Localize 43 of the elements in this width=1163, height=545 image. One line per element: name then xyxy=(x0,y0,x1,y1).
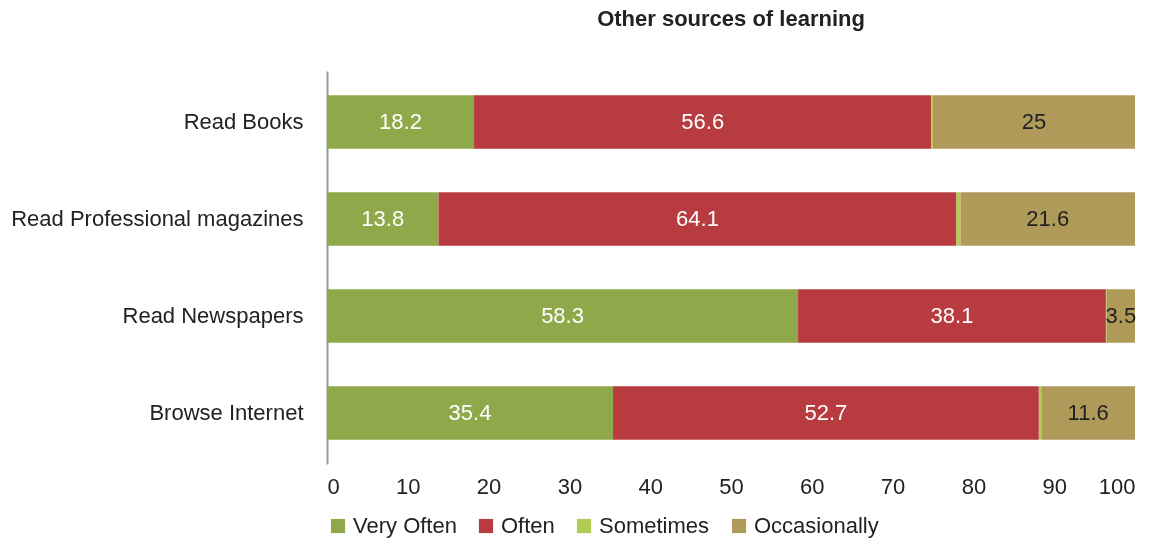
data-label: 21.6 xyxy=(1026,205,1070,231)
x-tick-label: 80 xyxy=(961,473,987,499)
bar xyxy=(1041,386,1135,440)
x-tick-label: 10 xyxy=(396,473,421,499)
bar xyxy=(956,192,961,246)
data-label: 11.6 xyxy=(1067,400,1109,426)
bar xyxy=(798,289,1106,343)
y-tick-label: Browse Internet xyxy=(149,400,304,426)
data-label: 58.3 xyxy=(541,303,584,329)
bar xyxy=(933,95,1135,149)
data-label: 52.7 xyxy=(804,400,848,426)
data-label: 18.2 xyxy=(379,108,422,134)
x-tick-label: 90 xyxy=(1042,473,1067,499)
x-tick-label: 100 xyxy=(1098,473,1136,499)
chart-title: Other sources of learning xyxy=(597,6,865,31)
x-tick-label: 50 xyxy=(719,473,744,499)
bar xyxy=(613,386,1039,440)
y-tick-label: Read Books xyxy=(183,108,304,134)
data-label: 35.4 xyxy=(448,400,492,426)
data-label: 64.1 xyxy=(676,205,719,231)
data-label: 13.8 xyxy=(361,205,405,231)
x-tick-label: 20 xyxy=(476,473,502,499)
y-tick-label: Read Newspapers xyxy=(122,303,304,329)
data-label: 25 xyxy=(1021,108,1047,134)
data-label: 38.1 xyxy=(930,303,974,329)
legend-label: Very Often xyxy=(353,513,457,538)
bar xyxy=(327,289,799,343)
x-tick-label: 0 xyxy=(327,473,340,499)
bar xyxy=(474,95,932,149)
bar xyxy=(327,192,439,246)
legend-label: Often xyxy=(501,513,555,538)
x-tick-label: 40 xyxy=(638,473,663,499)
legend-label: Sometimes xyxy=(599,513,710,538)
x-tick-label: 60 xyxy=(800,473,825,499)
bar xyxy=(327,386,614,440)
x-tick-label: 30 xyxy=(557,473,583,499)
data-label: 56.6 xyxy=(681,108,725,134)
y-tick-label: Read Professional magazines xyxy=(11,205,304,231)
bar xyxy=(438,192,957,246)
legend-label: Occasionally xyxy=(754,513,879,538)
x-tick-label: 70 xyxy=(880,473,906,499)
bar xyxy=(960,192,1135,246)
bar xyxy=(327,95,475,149)
